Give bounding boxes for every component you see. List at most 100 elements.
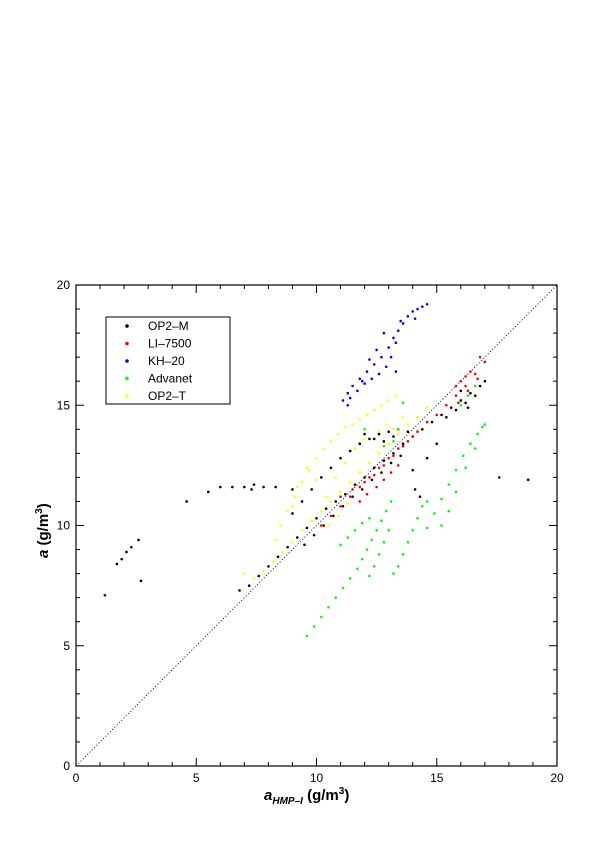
data-point	[262, 569, 265, 573]
data-point	[363, 480, 366, 484]
x-axis-label-unit: (g/m	[303, 787, 339, 804]
data-point	[324, 495, 328, 498]
data-point	[120, 557, 123, 561]
data-point	[473, 372, 477, 376]
data-point	[279, 524, 282, 527]
data-point	[125, 550, 128, 554]
data-point	[375, 529, 378, 532]
data-point	[372, 565, 376, 568]
data-point	[411, 435, 415, 438]
data-point	[466, 389, 470, 393]
data-point	[454, 408, 458, 412]
data-point	[382, 541, 386, 544]
data-point	[440, 524, 443, 527]
data-point	[348, 396, 352, 400]
data-point	[368, 461, 371, 465]
data-point	[339, 456, 342, 460]
data-point	[252, 483, 256, 486]
data-point	[461, 454, 465, 458]
data-point	[421, 305, 424, 308]
data-point	[334, 596, 338, 599]
data-point	[394, 394, 398, 397]
data-point	[387, 442, 390, 446]
data-point	[312, 533, 316, 537]
data-point	[320, 524, 323, 527]
data-point	[416, 516, 419, 520]
data-point	[399, 454, 402, 458]
x-axis-label-close: )	[344, 787, 349, 804]
data-point	[377, 553, 381, 556]
data-point	[406, 541, 410, 544]
data-point	[399, 319, 402, 323]
data-point	[365, 370, 369, 373]
data-point	[332, 514, 335, 518]
data-points-layer	[103, 302, 530, 638]
data-point	[406, 314, 410, 318]
data-point	[421, 504, 424, 508]
data-point	[368, 516, 371, 520]
legend-marker	[125, 376, 129, 381]
axis-ticks	[75, 284, 558, 767]
data-point	[396, 464, 400, 467]
data-point	[497, 476, 501, 479]
data-point	[293, 495, 297, 498]
data-point	[483, 360, 487, 364]
data-point	[341, 504, 345, 508]
data-point	[320, 476, 323, 479]
data-point	[473, 384, 477, 388]
data-point	[305, 526, 309, 530]
y-tick-label: 5	[63, 639, 70, 653]
data-point	[413, 317, 417, 320]
data-point	[310, 488, 313, 491]
data-point	[360, 379, 364, 383]
data-point	[416, 430, 419, 434]
series-4-points	[243, 394, 429, 580]
data-point	[353, 483, 357, 486]
data-point	[430, 420, 434, 424]
data-point	[483, 423, 487, 426]
data-point	[305, 634, 309, 638]
data-point	[339, 495, 342, 498]
data-point	[380, 355, 383, 359]
data-point	[445, 403, 448, 407]
data-point	[411, 468, 415, 472]
data-point	[339, 504, 342, 508]
data-point	[336, 514, 340, 518]
data-point	[416, 415, 419, 419]
legend-label: KH–20	[148, 354, 185, 368]
data-point	[464, 401, 467, 405]
data-point	[389, 500, 393, 503]
data-point	[392, 428, 395, 431]
data-point	[351, 495, 354, 498]
data-point	[377, 466, 381, 470]
data-point	[377, 432, 381, 436]
axis-tick-labels: 0 5 10 15 20 0 5 10 15 20	[57, 278, 564, 785]
data-point	[459, 389, 463, 393]
data-point	[396, 447, 400, 450]
legend-marker	[125, 394, 129, 398]
data-point	[375, 485, 378, 489]
data-point	[481, 425, 484, 429]
data-point	[387, 399, 390, 402]
data-point	[389, 355, 393, 359]
data-point	[389, 461, 393, 465]
data-point	[469, 370, 472, 373]
data-point	[348, 480, 352, 484]
data-point	[406, 440, 410, 443]
data-point	[320, 615, 323, 619]
data-point	[271, 560, 275, 563]
data-point	[483, 379, 487, 383]
data-point	[351, 423, 354, 426]
data-point	[368, 358, 371, 361]
data-point	[329, 466, 333, 470]
data-point	[406, 423, 410, 426]
data-point	[396, 432, 400, 436]
data-point	[274, 485, 277, 489]
data-point	[346, 391, 350, 395]
data-point	[291, 541, 294, 544]
data-point	[387, 430, 390, 434]
x-axis-label: aHMP–I (g/m3)	[264, 786, 349, 807]
data-point	[469, 391, 472, 395]
data-point	[384, 423, 388, 426]
data-point	[286, 509, 289, 513]
